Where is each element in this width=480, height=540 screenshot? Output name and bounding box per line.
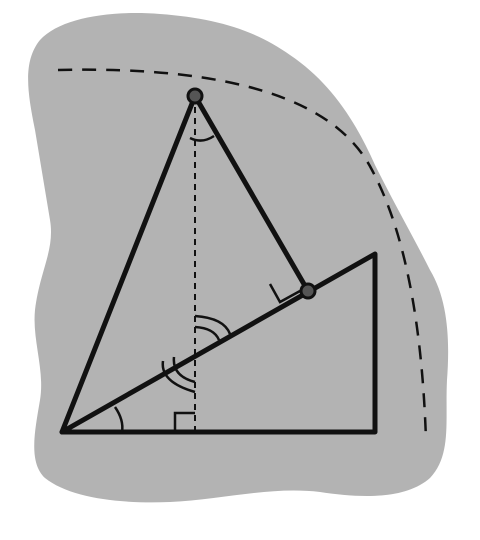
background-blob <box>28 13 449 503</box>
apex-angle-arc <box>189 134 215 142</box>
inner-right-triangle <box>59 251 378 435</box>
altitude-angle-arc-outer <box>194 314 232 335</box>
construction-arc <box>57 68 428 441</box>
base-angle-arc <box>113 406 124 433</box>
apex-to-foot-segment <box>192 93 311 294</box>
right-angle-mark-base <box>173 411 195 432</box>
right-angle-mark-foot <box>268 283 301 304</box>
perpendicular-foot-point <box>299 282 317 300</box>
altitude-angle-arc-lower-outer <box>161 360 196 394</box>
altitude-angle-arc-lower-inner <box>172 356 196 384</box>
outer-triangle-left-side <box>59 93 198 435</box>
apex-point <box>186 87 204 105</box>
altitude-angle-arc-inner <box>194 325 221 341</box>
